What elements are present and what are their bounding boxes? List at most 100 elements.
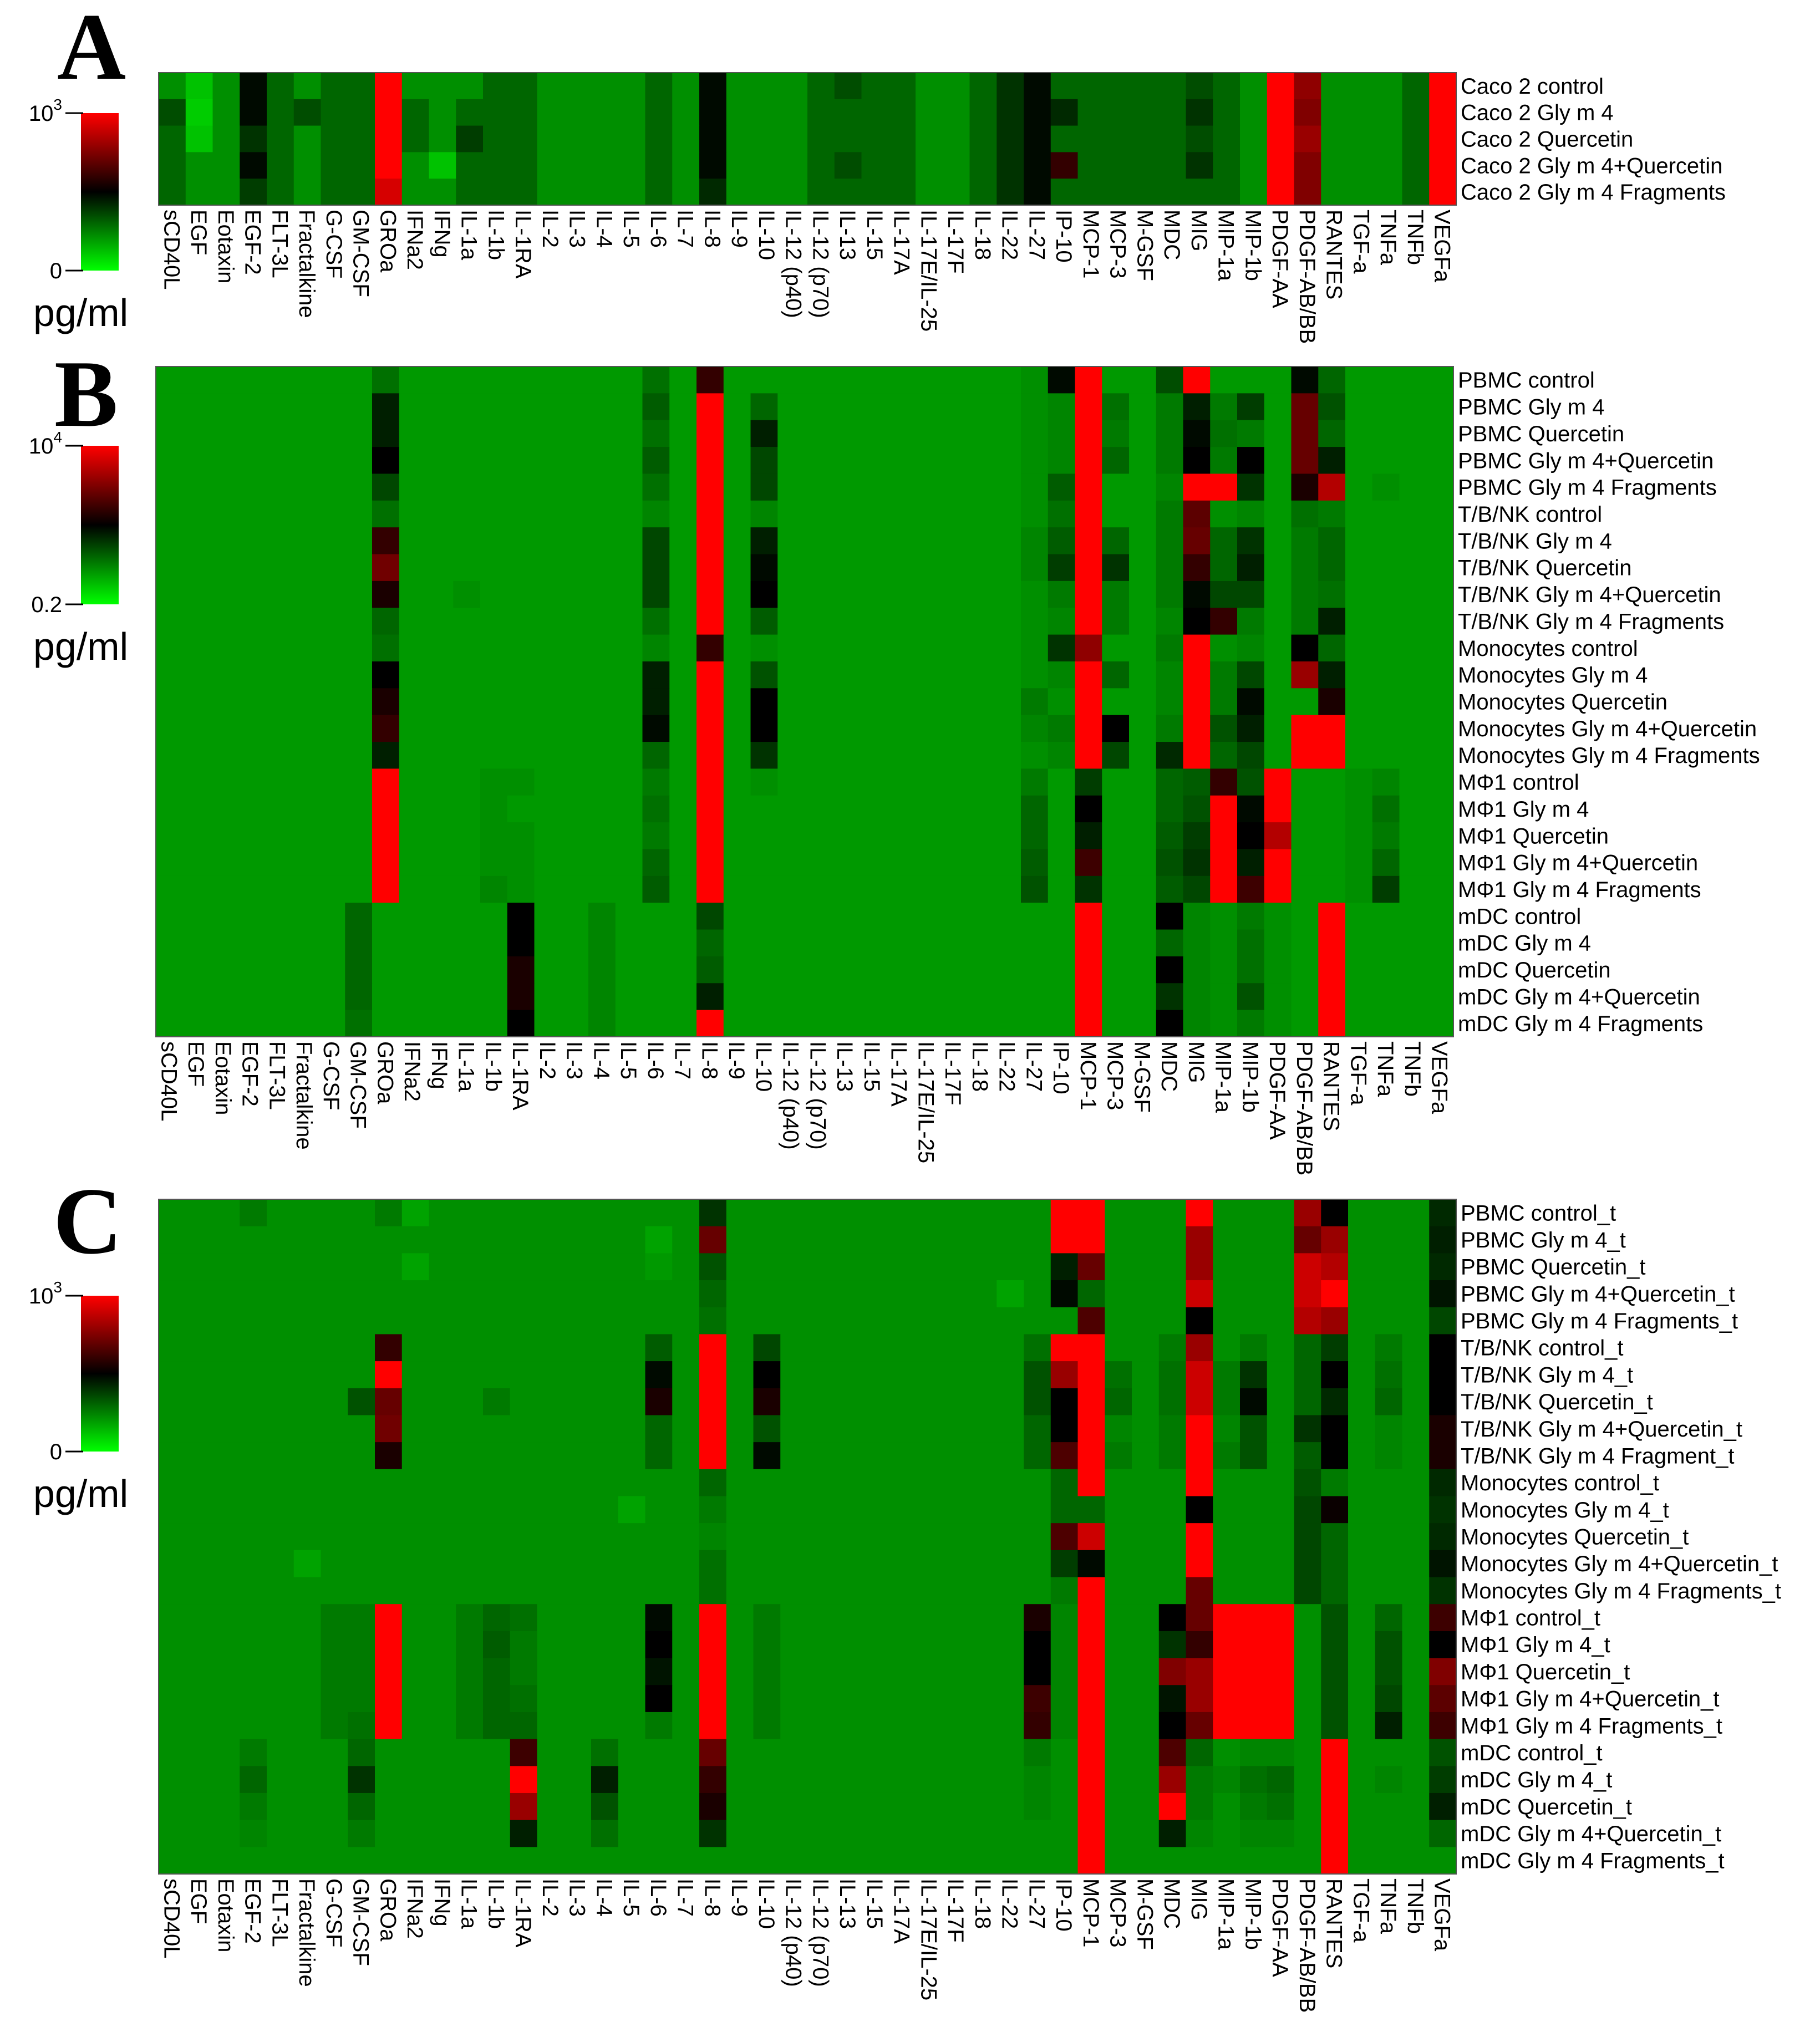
column-label: IL-17E/IL-25 xyxy=(913,1041,938,1163)
heatmap-cell xyxy=(534,1010,562,1037)
column-label: IL-13 xyxy=(835,210,860,260)
heatmap-cell xyxy=(429,99,456,126)
heatmap-cell xyxy=(672,152,700,179)
heatmap-cell xyxy=(1186,1792,1213,1821)
heatmap-cell xyxy=(1429,1550,1457,1578)
column-label: G-CSF xyxy=(319,1041,343,1110)
heatmap-cell xyxy=(939,500,968,528)
heatmap-cell xyxy=(645,1847,673,1875)
heatmap-cell xyxy=(510,1496,538,1524)
heatmap-cell xyxy=(1024,1712,1051,1740)
heatmap-cell xyxy=(942,1658,970,1685)
heatmap-cell xyxy=(1345,903,1373,930)
heatmap-cell xyxy=(588,527,616,555)
heatmap-cell xyxy=(777,795,805,823)
heatmap-cell xyxy=(348,1847,375,1875)
legend-unit-label: pg/ml xyxy=(33,1472,128,1515)
heatmap-cell xyxy=(1048,500,1076,528)
heatmap-cell xyxy=(994,983,1021,1011)
heatmap-cell xyxy=(997,125,1024,152)
heatmap-cell xyxy=(726,1550,754,1578)
heatmap-cell xyxy=(969,1253,997,1281)
heatmap-cell xyxy=(1183,849,1211,877)
heatmap-cell xyxy=(942,1577,970,1605)
heatmap-cell xyxy=(156,956,184,984)
heatmap-cell xyxy=(237,929,265,957)
heatmap-cell xyxy=(507,903,535,930)
heatmap-cell xyxy=(159,125,186,152)
heatmap-cell xyxy=(1402,1792,1430,1821)
column-label: IL-8 xyxy=(700,210,724,248)
heatmap-cell xyxy=(1294,1631,1321,1659)
heatmap-cell xyxy=(1426,956,1454,984)
heatmap-cell xyxy=(969,125,997,152)
heatmap-cell xyxy=(291,473,319,501)
heatmap-cell xyxy=(615,500,643,528)
legend-max-label: 103 xyxy=(29,1279,62,1308)
heatmap-cell xyxy=(805,420,832,447)
heatmap-cell xyxy=(564,1685,592,1713)
heatmap-cell xyxy=(264,956,292,984)
column-label: IL-5 xyxy=(619,210,643,248)
heatmap-cell xyxy=(507,956,535,984)
heatmap-cell xyxy=(831,903,860,930)
heatmap-cell xyxy=(1426,688,1454,716)
heatmap-cell xyxy=(697,742,724,769)
heatmap-cell xyxy=(1399,983,1427,1011)
heatmap-cell xyxy=(429,1388,456,1416)
heatmap-cell xyxy=(537,1577,565,1605)
heatmap-cell xyxy=(805,580,832,608)
heatmap-cell xyxy=(1429,1199,1457,1227)
heatmap-cell xyxy=(672,1334,700,1362)
heatmap-cell xyxy=(1348,1415,1376,1443)
heatmap-cell xyxy=(967,929,994,957)
heatmap-cell xyxy=(564,1415,592,1443)
heatmap-cell xyxy=(1294,99,1321,126)
heatmap-cell xyxy=(534,447,562,475)
heatmap-cell xyxy=(1348,1739,1376,1766)
heatmap-cell xyxy=(1075,956,1102,984)
heatmap-cell xyxy=(564,1361,592,1389)
heatmap-cell xyxy=(185,1253,213,1281)
heatmap-cell xyxy=(939,420,968,447)
heatmap-cell xyxy=(750,554,778,582)
heatmap-cell xyxy=(615,527,643,555)
heatmap-cell xyxy=(1158,1253,1187,1281)
heatmap-cell xyxy=(886,795,913,823)
heatmap-cell xyxy=(1321,179,1349,206)
heatmap-cell xyxy=(456,125,484,152)
heatmap-cell xyxy=(426,768,454,796)
heatmap-cell xyxy=(564,1658,592,1685)
heatmap-cell xyxy=(750,849,778,877)
heatmap-cell xyxy=(615,393,643,421)
heatmap-cell xyxy=(537,152,565,179)
heatmap-cell xyxy=(185,1469,213,1497)
heatmap-cell xyxy=(1105,1469,1132,1497)
heatmap-cell xyxy=(1399,903,1427,930)
heatmap-cell xyxy=(1294,179,1321,206)
heatmap-cell xyxy=(185,1388,213,1416)
heatmap-cell xyxy=(1372,634,1400,662)
heatmap-cell xyxy=(321,1226,348,1254)
heatmap-cell xyxy=(267,1523,294,1551)
heatmap-cell xyxy=(1213,1550,1241,1578)
heatmap-cell xyxy=(156,795,184,823)
heatmap-cell xyxy=(1348,1658,1376,1685)
heatmap-cell xyxy=(1294,1361,1321,1389)
heatmap-cell xyxy=(1237,929,1265,957)
heatmap-cell xyxy=(1132,1226,1160,1254)
heatmap-cell xyxy=(1267,73,1295,100)
heatmap-cell xyxy=(588,500,616,528)
column-label: IL-1a xyxy=(454,1041,479,1092)
heatmap-cell xyxy=(967,554,994,582)
heatmap-cell xyxy=(777,768,805,796)
heatmap-cell xyxy=(1129,795,1157,823)
heatmap-cell xyxy=(1156,527,1184,555)
heatmap-cell xyxy=(348,1658,375,1685)
heatmap-cell xyxy=(726,1739,754,1766)
heatmap-cell xyxy=(1129,983,1157,1011)
heatmap-cell xyxy=(318,634,345,662)
heatmap-cell xyxy=(618,1766,646,1794)
heatmap-cell xyxy=(780,1847,808,1875)
heatmap-cell xyxy=(967,822,994,850)
